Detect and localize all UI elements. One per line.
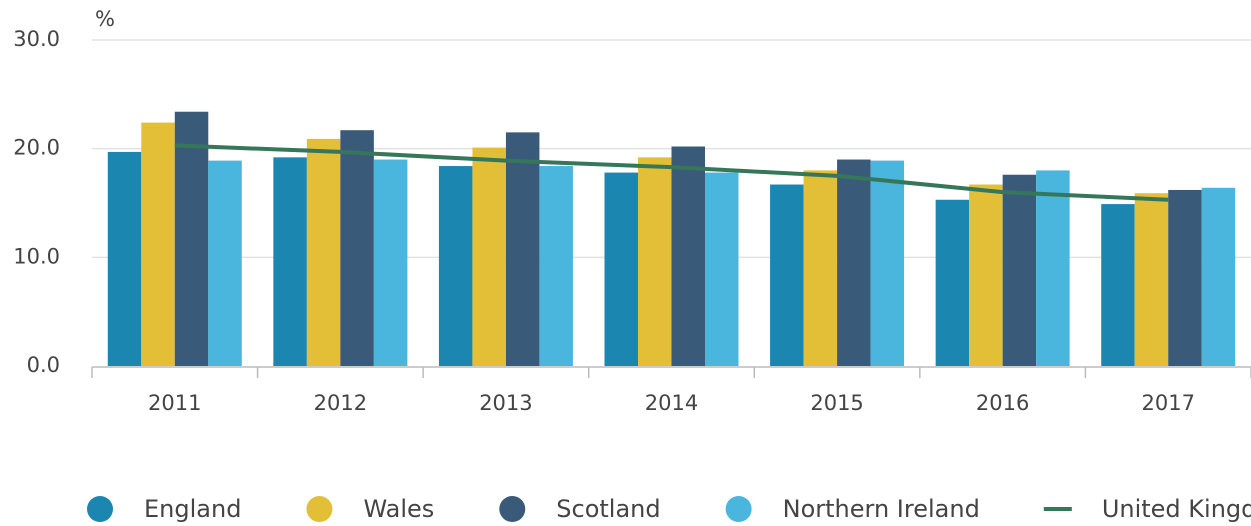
bar xyxy=(803,170,838,366)
y-tick-label: 0.0 xyxy=(27,353,60,377)
bar xyxy=(472,147,506,366)
x-tick-label: 2011 xyxy=(148,391,201,415)
bar xyxy=(373,159,408,366)
bar xyxy=(969,184,1003,366)
legend-label: Scotland xyxy=(556,495,660,523)
bar xyxy=(935,199,970,366)
bar xyxy=(1168,189,1202,366)
legend-swatch xyxy=(87,496,113,522)
line xyxy=(174,143,1169,202)
legend-swatch xyxy=(499,496,526,522)
legend-label: Wales xyxy=(363,495,434,523)
legend-label: United Kingdom xyxy=(1102,495,1251,523)
bar xyxy=(306,138,341,366)
y-tick-label: 30.0 xyxy=(13,27,60,51)
bar xyxy=(107,151,142,366)
bar xyxy=(638,157,672,366)
legend-swatch xyxy=(306,496,333,522)
bar xyxy=(770,184,804,366)
bar xyxy=(837,159,871,366)
bar xyxy=(604,172,638,366)
bar xyxy=(1036,170,1070,366)
x-tick-label: 2013 xyxy=(479,391,532,415)
bar xyxy=(705,172,739,366)
x-tick-label: 2016 xyxy=(976,391,1029,415)
y-tick-label: 20.0 xyxy=(13,136,60,160)
bar xyxy=(1201,187,1236,366)
bar xyxy=(438,166,473,366)
bar xyxy=(870,160,905,366)
bar xyxy=(671,146,705,366)
bar xyxy=(174,111,209,366)
x-tick-label: 2017 xyxy=(1141,391,1194,415)
legend-label: England xyxy=(144,495,241,523)
legend-label: Northern Ireland xyxy=(783,495,980,523)
bar xyxy=(1101,204,1135,366)
bar xyxy=(505,132,540,366)
legend-swatch xyxy=(725,496,752,522)
bar xyxy=(340,130,374,366)
bar xyxy=(141,122,175,366)
bar xyxy=(1134,193,1169,366)
y-tick-label: 10.0 xyxy=(13,244,60,268)
bar xyxy=(208,160,242,366)
x-tick-label: 2012 xyxy=(314,391,367,415)
bar xyxy=(1002,174,1037,366)
x-tick-label: 2014 xyxy=(645,391,698,415)
bar xyxy=(273,157,307,366)
x-tick-label: 2015 xyxy=(810,391,863,415)
y-axis-label: % xyxy=(95,7,115,31)
bar xyxy=(539,166,573,366)
